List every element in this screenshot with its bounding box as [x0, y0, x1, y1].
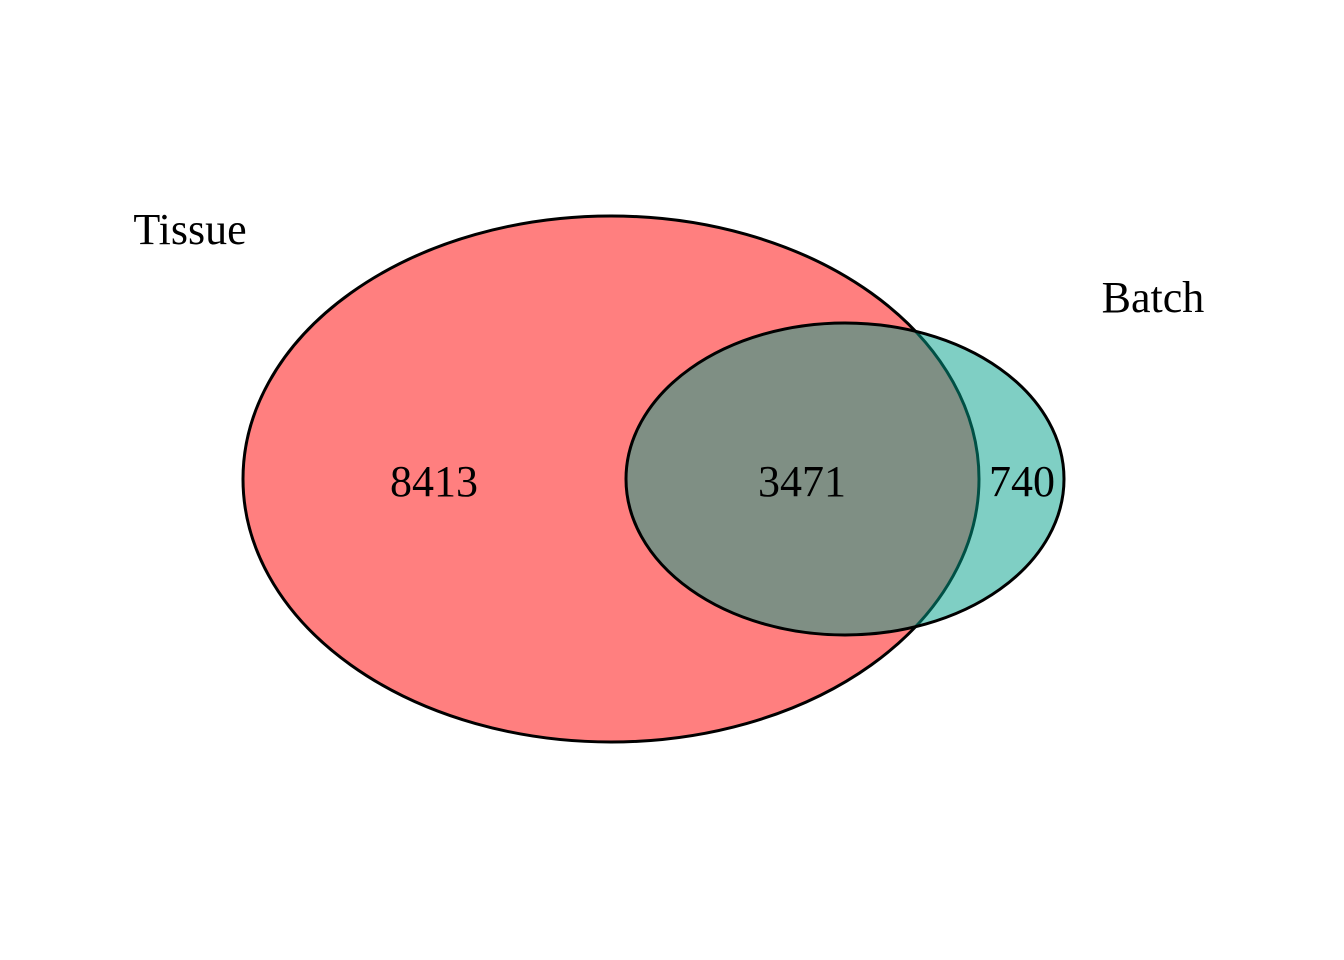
batch-set-ellipse	[624, 321, 1066, 637]
batch-set-label: Batch	[1102, 273, 1205, 322]
tissue-only-count: 8413	[390, 457, 478, 506]
batch-only-count: 740	[989, 457, 1055, 506]
tissue-set-label: Tissue	[133, 205, 246, 254]
intersection-count: 3471	[758, 457, 846, 506]
